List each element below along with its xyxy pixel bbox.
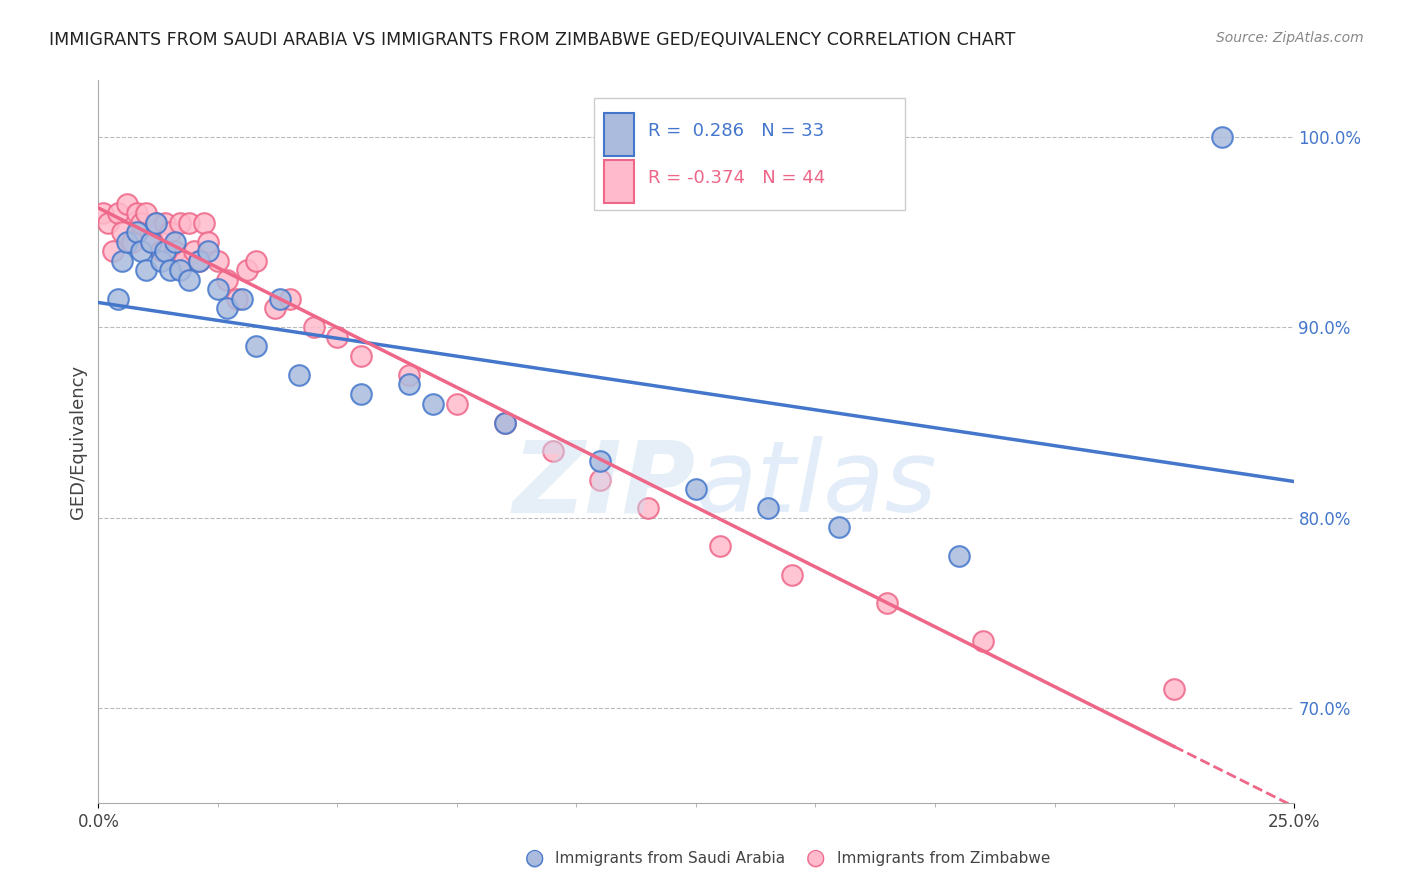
Point	[135, 206, 157, 220]
Point	[494, 416, 516, 430]
Point	[169, 263, 191, 277]
Point	[207, 254, 229, 268]
Point	[163, 244, 186, 259]
Point	[111, 254, 134, 268]
Point	[187, 254, 209, 268]
Point	[107, 206, 129, 220]
Bar	[605, 112, 634, 156]
Point	[187, 254, 209, 268]
Point	[302, 320, 325, 334]
Point	[145, 216, 167, 230]
Text: Immigrants from Saudi Arabia: Immigrants from Saudi Arabia	[555, 851, 786, 865]
Text: ●: ●	[524, 848, 544, 868]
Point	[197, 244, 219, 259]
Text: Immigrants from Zimbabwe: Immigrants from Zimbabwe	[837, 851, 1050, 865]
Point	[235, 263, 257, 277]
Point	[278, 292, 301, 306]
Text: ○: ○	[806, 848, 825, 868]
Point	[149, 244, 172, 259]
Point	[231, 292, 253, 306]
Point	[217, 301, 239, 316]
Point	[207, 282, 229, 296]
Point	[709, 539, 731, 553]
Point	[193, 216, 215, 230]
Point	[155, 216, 177, 230]
Point	[217, 273, 239, 287]
Point	[163, 235, 186, 249]
Point	[398, 377, 420, 392]
Bar	[605, 160, 634, 203]
Point	[245, 339, 267, 353]
Point	[245, 254, 267, 268]
Point	[159, 226, 181, 240]
Point	[288, 368, 311, 382]
Point	[107, 292, 129, 306]
Point	[446, 396, 468, 410]
Point	[350, 387, 373, 401]
Point	[145, 216, 167, 230]
Text: ZIP: ZIP	[513, 436, 696, 533]
Text: ●: ●	[806, 848, 825, 868]
Text: R =  0.286   N = 33: R = 0.286 N = 33	[648, 122, 824, 140]
Point	[179, 216, 201, 230]
Point	[159, 263, 181, 277]
Point	[197, 235, 219, 249]
Text: ○: ○	[524, 848, 544, 868]
Point	[149, 254, 172, 268]
Point	[125, 206, 148, 220]
Point	[115, 235, 138, 249]
Point	[91, 206, 114, 220]
Point	[780, 567, 803, 582]
Point	[169, 216, 191, 230]
Point	[139, 235, 162, 249]
Point	[97, 216, 120, 230]
Text: Source: ZipAtlas.com: Source: ZipAtlas.com	[1216, 31, 1364, 45]
Text: IMMIGRANTS FROM SAUDI ARABIA VS IMMIGRANTS FROM ZIMBABWE GED/EQUIVALENCY CORRELA: IMMIGRANTS FROM SAUDI ARABIA VS IMMIGRAN…	[49, 31, 1015, 49]
Point	[876, 596, 898, 610]
Point	[422, 396, 444, 410]
Point	[589, 473, 612, 487]
Point	[139, 235, 162, 249]
Point	[125, 226, 148, 240]
Point	[828, 520, 851, 534]
Point	[326, 330, 349, 344]
Point	[101, 244, 124, 259]
Point	[398, 368, 420, 382]
Point	[264, 301, 287, 316]
Point	[155, 244, 177, 259]
Point	[350, 349, 373, 363]
Point	[269, 292, 291, 306]
Point	[589, 453, 612, 467]
Point	[179, 273, 201, 287]
Text: atlas: atlas	[696, 436, 938, 533]
Text: R = -0.374   N = 44: R = -0.374 N = 44	[648, 169, 825, 186]
Point	[637, 501, 659, 516]
Point	[226, 292, 249, 306]
Point	[541, 444, 564, 458]
FancyBboxPatch shape	[595, 98, 905, 211]
Point	[121, 235, 143, 249]
Point	[756, 501, 779, 516]
Point	[183, 244, 205, 259]
Point	[97, 824, 120, 838]
Point	[1211, 130, 1233, 145]
Point	[131, 216, 153, 230]
Point	[948, 549, 970, 563]
Point	[115, 197, 138, 211]
Point	[173, 254, 195, 268]
Point	[111, 226, 134, 240]
Point	[1163, 681, 1185, 696]
Point	[494, 416, 516, 430]
Y-axis label: GED/Equivalency: GED/Equivalency	[69, 365, 87, 518]
Point	[972, 634, 994, 648]
Point	[131, 244, 153, 259]
Point	[685, 482, 707, 496]
Point	[135, 263, 157, 277]
